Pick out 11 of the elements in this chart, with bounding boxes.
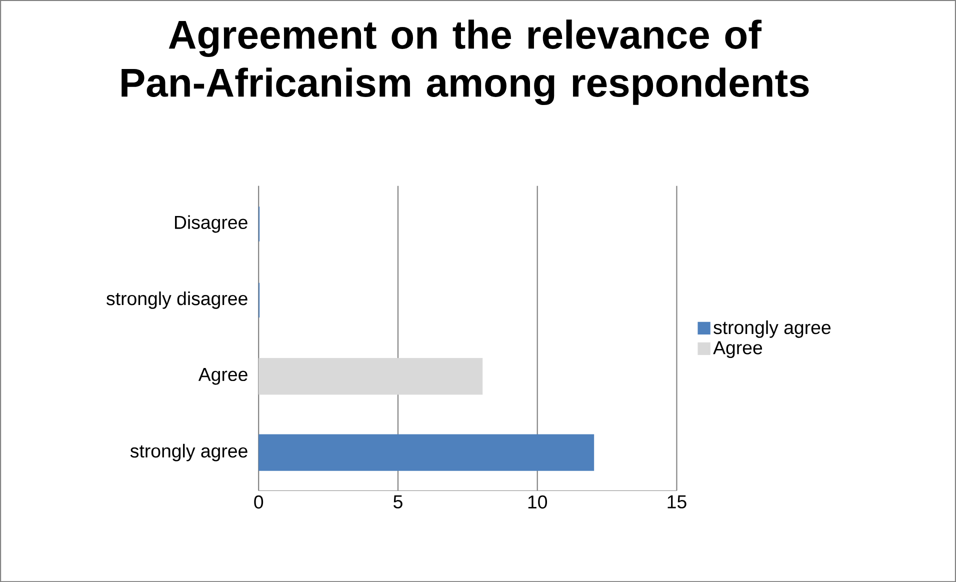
legend-label: strongly agree bbox=[714, 320, 831, 338]
y-tick-label: strongly agree bbox=[130, 444, 248, 462]
chart-title: Agreement on the relevance of Pan-Africanism among respondents bbox=[122, 19, 809, 105]
x-tick-label: 0 bbox=[254, 495, 264, 508]
x-tick-label: 15 bbox=[668, 495, 686, 508]
y-tick-label: Agree bbox=[198, 368, 248, 385]
y-tick-label: Disagree bbox=[175, 215, 248, 233]
y-tick-label: strongly disagree bbox=[106, 291, 248, 309]
x-tick-label: 10 bbox=[528, 495, 548, 508]
x-tick-label: 5 bbox=[394, 495, 402, 508]
legend-label: Agree bbox=[713, 341, 762, 358]
